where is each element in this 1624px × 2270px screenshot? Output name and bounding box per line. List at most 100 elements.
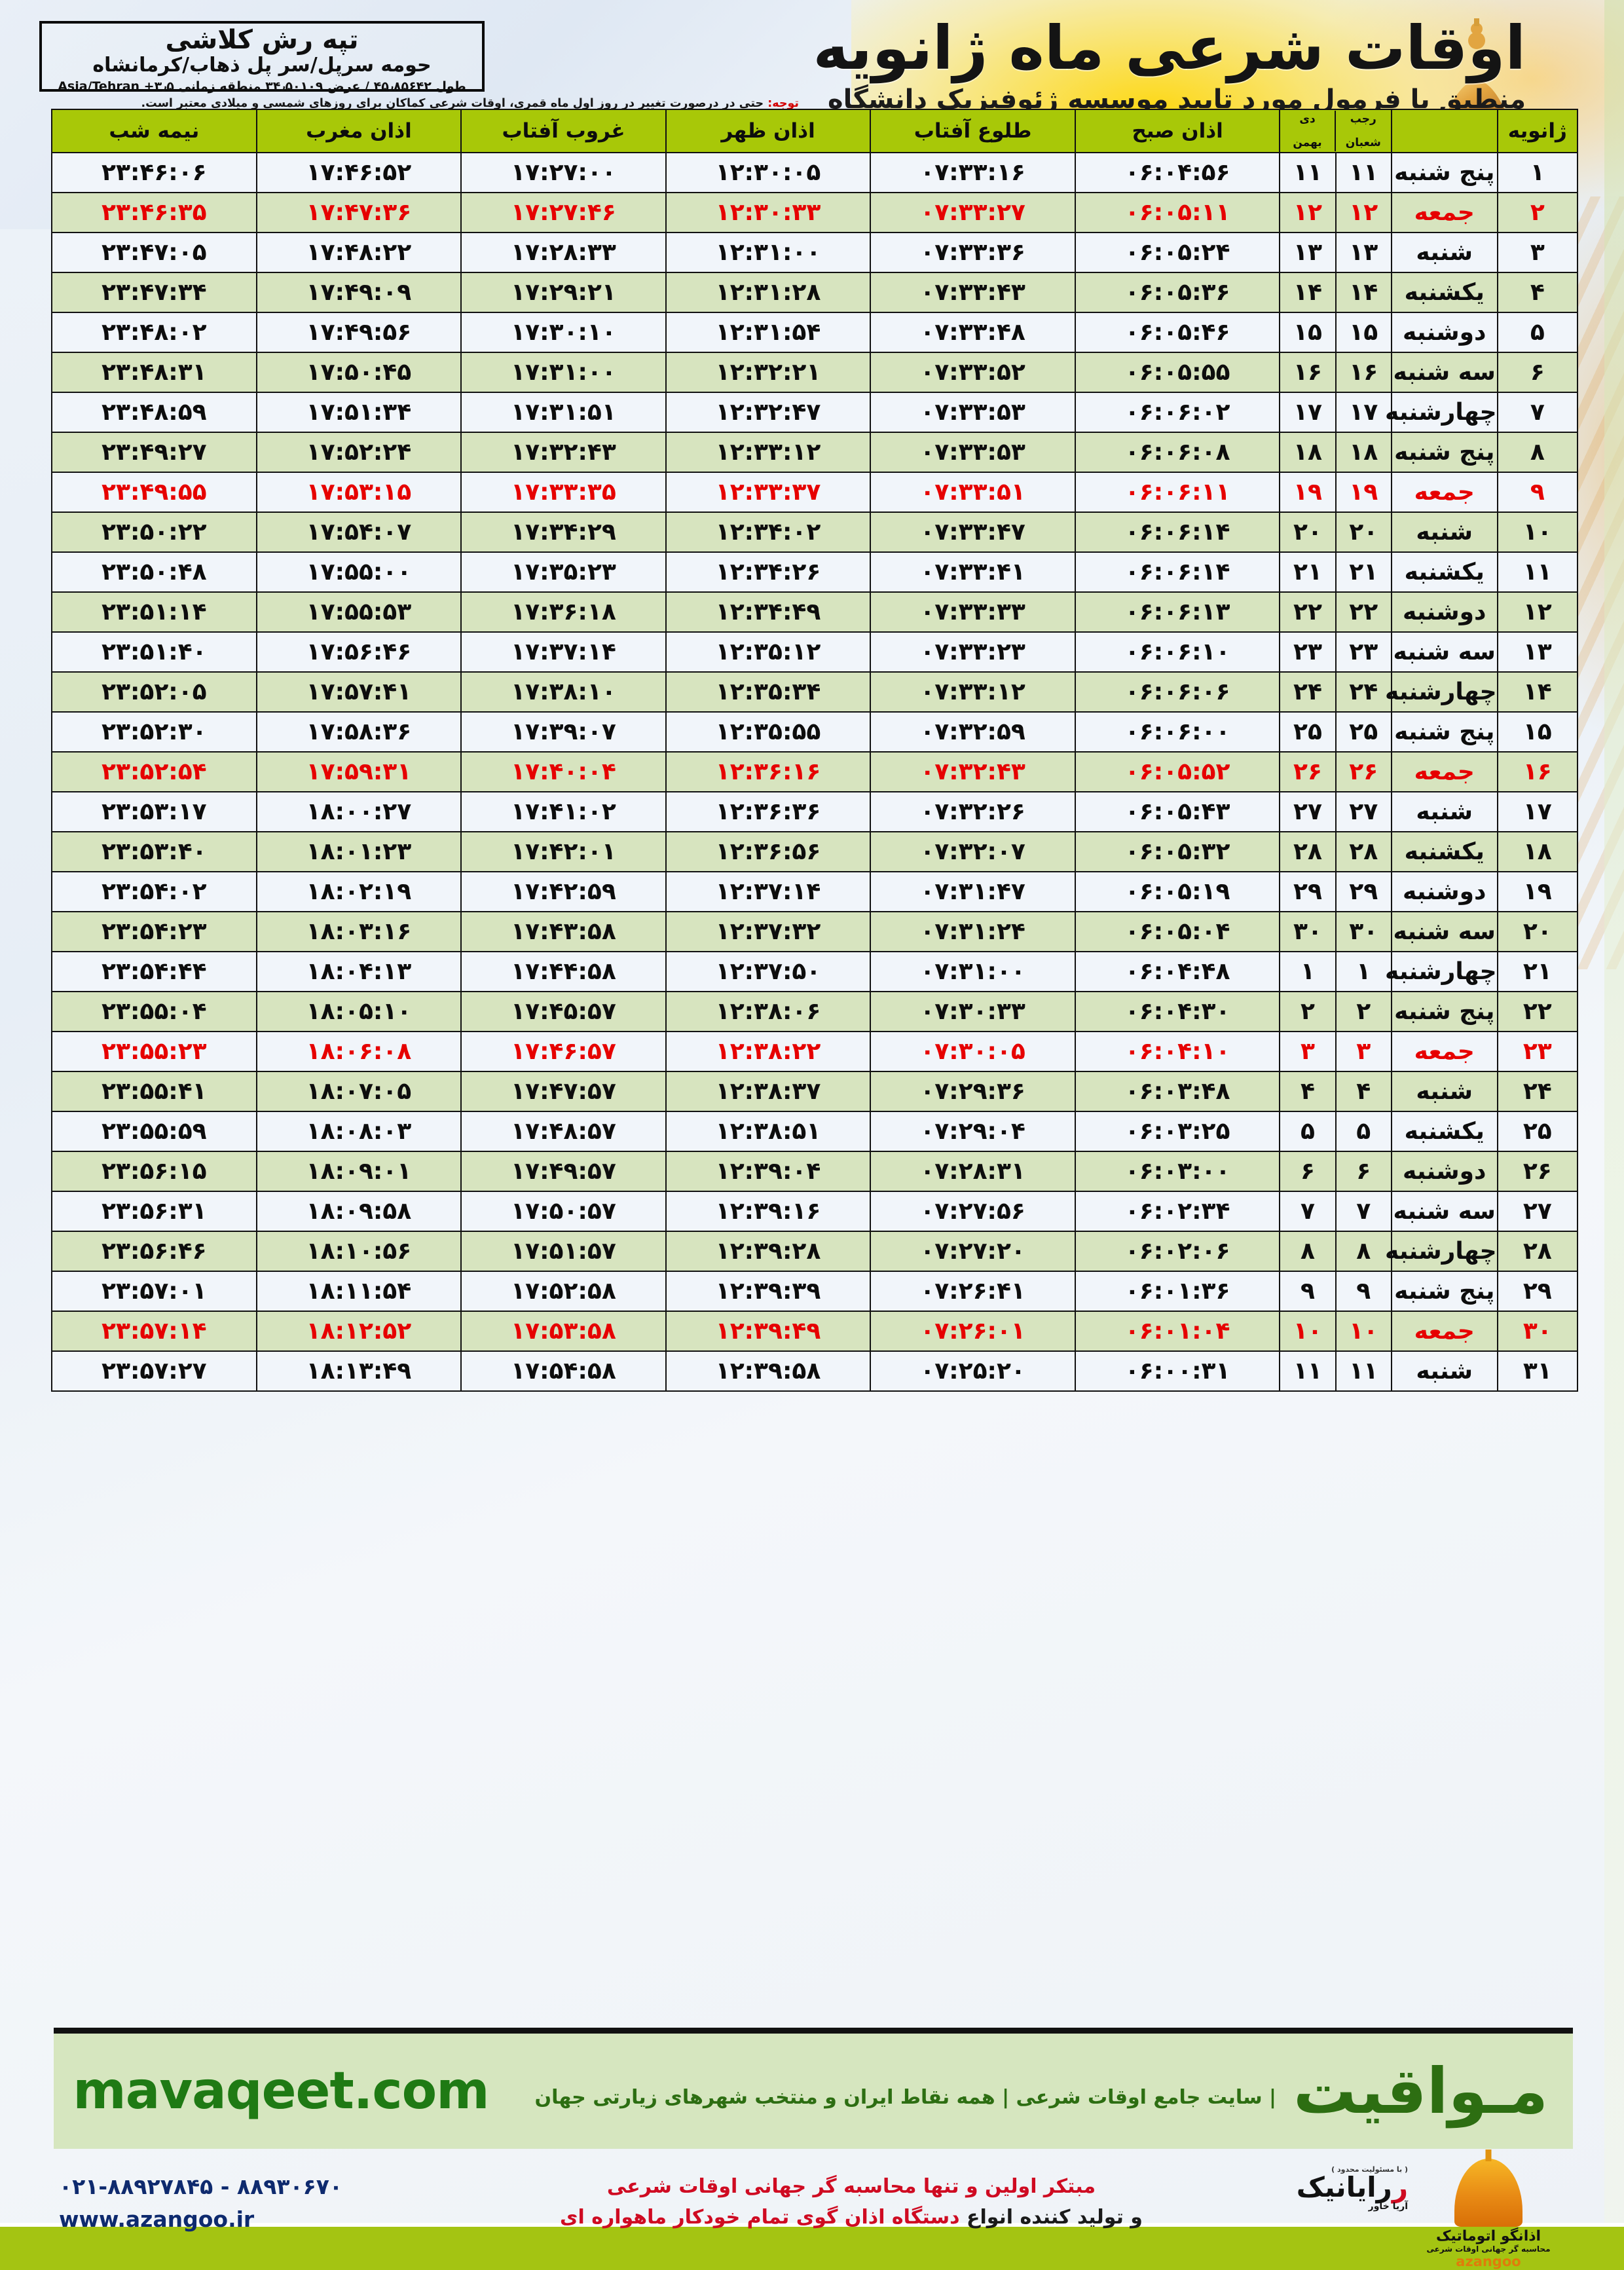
cell-fajr: ۰۶:۰۵:۴۳ (1074, 791, 1281, 832)
cell-maghrib: ۱۷:۵۵:۵۳ (255, 591, 462, 633)
prayer-times-table-wrapper: ژانویه رجب شعبان دی بهمن اذان صبح (51, 109, 1579, 1392)
cell-dhuhr: ۱۲:۳۵:۳۴ (665, 671, 872, 713)
cell-day: ۱۷ (1496, 791, 1579, 832)
cell-midnight: ۲۳:۵۳:۴۰ (51, 831, 257, 872)
col-header-dey: دی (1299, 113, 1316, 126)
cell-sunrise: ۰۷:۳۳:۳۳ (870, 591, 1076, 633)
cell-cal1: ۱۲ (1335, 192, 1392, 233)
cell-cal1: ۶ (1335, 1151, 1392, 1192)
cell-dhuhr: ۱۲:۳۳:۳۷ (665, 472, 872, 513)
brand-website-link[interactable]: mavaqeet.com (73, 2062, 489, 2121)
cell-weekday: چهارشنبه (1385, 392, 1498, 433)
cell-sunset: ۱۷:۵۱:۵۷ (460, 1231, 667, 1272)
azangoo-logo-title: اذانگو اتوماتیک (1435, 2228, 1541, 2244)
cell-cal2: ۸ (1279, 1231, 1337, 1272)
cell-maghrib: ۱۸:۰۴:۱۳ (255, 951, 462, 992)
cell-maghrib: ۱۷:۴۷:۳۶ (255, 192, 462, 233)
cell-sunrise: ۰۷:۲۷:۵۶ (870, 1191, 1076, 1232)
cell-maghrib: ۱۸:۰۷:۰۵ (255, 1071, 462, 1112)
table-row: ۹ جمعه ۱۹ ۱۹ ۰۶:۰۶:۱۱ ۰۷:۳۳:۵۱ ۱۲:۳۳:۳۷ ۱۷:۳۳:۳… (51, 472, 1579, 513)
cell-sunrise: ۰۷:۳۳:۱۲ (870, 671, 1076, 713)
cell-fajr: ۰۶:۰۴:۵۶ (1074, 152, 1281, 193)
cell-sunrise: ۰۷:۳۰:۰۵ (870, 1031, 1076, 1072)
col-header-bahman: بهمن (1293, 136, 1322, 149)
cell-weekday: شنبه (1390, 232, 1498, 273)
cell-fajr: ۰۶:۰۵:۱۱ (1074, 192, 1281, 233)
cell-sunset: ۱۷:۳۰:۱۰ (460, 312, 667, 353)
cell-midnight: ۲۳:۵۶:۱۵ (51, 1151, 257, 1192)
cell-weekday: چهارشنبه (1385, 951, 1498, 992)
cell-weekday: سه شنبه (1390, 631, 1498, 673)
cell-midnight: ۲۳:۴۶:۰۶ (51, 152, 257, 193)
cell-midnight: ۲۳:۵۱:۱۴ (51, 591, 257, 633)
cell-weekday: پنج شنبه (1390, 711, 1498, 753)
cell-dhuhr: ۱۲:۳۴:۲۶ (665, 551, 872, 593)
cell-day: ۲۱ (1496, 951, 1579, 992)
cell-sunrise: ۰۷:۳۳:۱۶ (870, 152, 1076, 193)
cell-maghrib: ۱۷:۵۶:۴۶ (255, 631, 462, 673)
cell-dhuhr: ۱۲:۳۹:۵۸ (665, 1350, 872, 1392)
table-head: ژانویه رجب شعبان دی بهمن اذان صبح (51, 109, 1579, 153)
table-row: ۷ چهارشنبه ۱۷ ۱۷ ۰۶:۰۶:۰۲ ۰۷:۳۳:۵۳ ۱۲:۳۲:۴۷ ۱۷:… (51, 392, 1579, 433)
table-row: ۱۵ پنج شنبه ۲۵ ۲۵ ۰۶:۰۶:۰۰ ۰۷:۳۲:۵۹ ۱۲:۳۵:۵۵ ۱۷… (51, 711, 1579, 753)
cell-midnight: ۲۳:۵۰:۴۸ (51, 551, 257, 593)
cell-weekday: دوشنبه (1390, 312, 1498, 353)
cell-weekday: شنبه (1390, 791, 1498, 832)
cell-sunset: ۱۷:۴۶:۵۷ (460, 1031, 667, 1072)
minaret-icon (1454, 2159, 1522, 2227)
cell-cal2: ۲۸ (1279, 831, 1337, 872)
table-row: ۲۴ شنبه ۴ ۴ ۰۶:۰۳:۴۸ ۰۷:۲۹:۳۶ ۱۲:۳۸:۳۷ ۱۷:۴۷:۵۷… (51, 1071, 1579, 1112)
cell-sunset: ۱۷:۴۲:۰۱ (460, 831, 667, 872)
cell-maghrib: ۱۸:۰۵:۱۰ (255, 991, 462, 1032)
cell-cal2: ۳ (1279, 1031, 1337, 1072)
cell-fajr: ۰۶:۰۴:۱۰ (1074, 1031, 1281, 1072)
col-header-shaban: شعبان (1345, 136, 1381, 149)
note-label: توجه: (767, 97, 799, 110)
cell-day: ۲ (1496, 192, 1579, 233)
cell-cal2: ۲ (1279, 991, 1337, 1032)
cell-day: ۷ (1496, 392, 1579, 433)
cell-sunrise: ۰۷:۳۱:۴۷ (870, 871, 1076, 912)
background-bottom-white-strip (0, 2223, 1624, 2227)
cell-maghrib: ۱۸:۱۰:۵۶ (255, 1231, 462, 1272)
rayanik-logo[interactable]: ( با مسئولیت محدود ) ررایانیک آریا خاور (1270, 2165, 1408, 2250)
cell-midnight: ۲۳:۵۵:۰۴ (51, 991, 257, 1032)
cell-day: ۲۳ (1496, 1031, 1579, 1072)
cell-midnight: ۲۳:۵۷:۱۴ (51, 1311, 257, 1352)
cell-dhuhr: ۱۲:۳۱:۵۴ (665, 312, 872, 353)
rayanik-logo-subtitle: آریا خاور (1368, 2201, 1408, 2212)
cell-cal2: ۱۷ (1279, 392, 1337, 433)
col-header-rajab: رجب (1350, 113, 1376, 126)
cell-cal1: ۲۶ (1335, 751, 1392, 792)
cell-sunset: ۱۷:۳۴:۲۹ (460, 512, 667, 553)
col-header-weekday (1390, 109, 1498, 153)
cell-day: ۲۷ (1496, 1191, 1579, 1232)
contact-website[interactable]: www.azangoo.ir (59, 2206, 255, 2232)
azangoo-logo[interactable]: اذانگو اتوماتیک محاسبه گر جهانی اوقات شر… (1426, 2159, 1551, 2269)
cell-dhuhr: ۱۲:۳۷:۱۴ (665, 871, 872, 912)
table-row: ۲۵ یکشنبه ۵ ۵ ۰۶:۰۳:۲۵ ۰۷:۲۹:۰۴ ۱۲:۳۸:۵۱ ۱۷:۴۸:… (51, 1111, 1579, 1152)
table-body: ۱ پنج شنبه ۱۱ ۱۱ ۰۶:۰۴:۵۶ ۰۷:۳۳:۱۶ ۱۲:۳۰:۰۵ ۱۷:… (51, 152, 1579, 1392)
cell-dhuhr: ۱۲:۳۹:۰۴ (665, 1151, 872, 1192)
cell-midnight: ۲۳:۵۴:۲۳ (51, 911, 257, 952)
cell-dhuhr: ۱۲:۳۵:۱۲ (665, 631, 872, 673)
cell-weekday: سه شنبه (1390, 1191, 1498, 1232)
city-region: حومه سرپل/سر پل ذهاب/کرمانشاه (92, 54, 432, 77)
cell-fajr: ۰۶:۰۶:۰۲ (1074, 392, 1281, 433)
cell-sunrise: ۰۷:۳۲:۴۳ (870, 751, 1076, 792)
cell-fajr: ۰۶:۰۵:۳۲ (1074, 831, 1281, 872)
cell-fajr: ۰۶:۰۱:۳۶ (1074, 1271, 1281, 1312)
cell-cal1: ۱۹ (1335, 472, 1392, 513)
cell-maghrib: ۱۸:۰۱:۲۳ (255, 831, 462, 872)
cell-cal2: ۱۸ (1279, 432, 1337, 473)
cell-sunset: ۱۷:۴۱:۰۲ (460, 791, 667, 832)
location-box: تپه رش کلاشی حومه سرپل/سر پل ذهاب/کرمانش… (39, 21, 485, 94)
table-row: ۳ شنبه ۱۳ ۱۳ ۰۶:۰۵:۲۴ ۰۷:۳۳:۳۶ ۱۲:۳۱:۰۰ ۱۷:۲۸:۳… (51, 232, 1579, 273)
cell-day: ۲۴ (1496, 1071, 1579, 1112)
cell-cal2: ۴ (1279, 1071, 1337, 1112)
cell-maghrib: ۱۷:۴۸:۲۲ (255, 232, 462, 273)
cell-dhuhr: ۱۲:۳۰:۰۵ (665, 152, 872, 193)
cell-cal1: ۱۳ (1335, 232, 1392, 273)
cell-sunset: ۱۷:۲۹:۲۱ (460, 272, 667, 313)
cell-cal1: ۲۱ (1335, 551, 1392, 593)
